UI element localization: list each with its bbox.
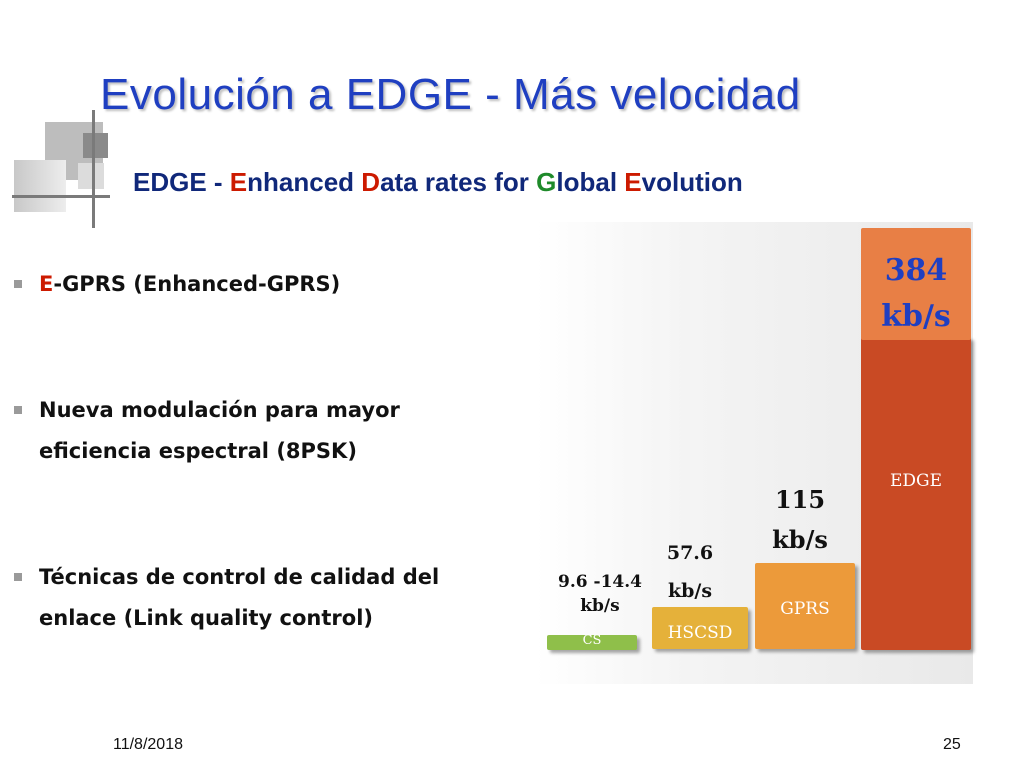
value-number: 115 <box>774 485 826 514</box>
bullet-line: Nueva modulación para mayor <box>39 398 400 422</box>
bullet-line: enlace (Link quality control) <box>39 606 374 630</box>
value-label: 115 kb/s <box>760 480 840 560</box>
value-unit: kb/s <box>580 596 620 616</box>
bullet-item: Técnicas de control de calidad del enlac… <box>14 557 522 639</box>
bar-label: GPRS <box>780 599 830 619</box>
value-unit: kb/s <box>881 299 951 334</box>
value-number: 9.6 -14.4 <box>558 572 642 592</box>
bar-edge-cap <box>861 228 971 340</box>
value-number: 384 <box>884 253 948 288</box>
value-label: 384 kb/s <box>861 248 971 340</box>
bullet-text: Técnicas de control de calidad del enlac… <box>39 557 529 639</box>
subtitle-part: EDGE - <box>133 167 230 197</box>
slide-title: Evolución a EDGE - Más velocidad <box>100 70 801 119</box>
bullet-item: E-GPRS (Enhanced-GPRS) <box>14 264 522 305</box>
decorative-square <box>83 133 108 158</box>
subtitle-part: lobal <box>556 167 625 197</box>
decorative-line <box>92 110 95 228</box>
bar-label: EDGE <box>889 471 943 491</box>
bar-label: CS <box>582 633 602 648</box>
value-unit: kb/s <box>772 525 828 554</box>
bar-cs: CS <box>547 633 637 650</box>
bullet-text-rest: -GPRS (Enhanced-GPRS) <box>53 272 341 296</box>
bullet-item: Nueva modulación para mayor eficiencia e… <box>14 390 522 472</box>
bar-hscsd: HSCSD <box>652 607 748 649</box>
bullet-lead: E <box>39 272 54 296</box>
subtitle-initial-e: E <box>624 167 642 197</box>
decorative-line <box>12 195 110 198</box>
bullet-text: E-GPRS (Enhanced-GPRS) <box>39 264 529 305</box>
bullet-line: Técnicas de control de calidad del <box>39 565 440 589</box>
subtitle-initial-g: G <box>536 167 557 197</box>
subtitle-initial-e: E <box>229 167 248 197</box>
value-number: 57.6 <box>666 542 714 564</box>
footer-date: 11/8/2018 <box>113 736 183 753</box>
bullet-line: eficiencia espectral (8PSK) <box>39 439 357 463</box>
bullet-marker <box>14 573 22 581</box>
subtitle-part: nhanced <box>247 167 362 197</box>
value-unit: kb/s <box>667 580 713 602</box>
speed-chart: CS 9.6 -14.4 kb/s HSCSD 57.6 kb/s GPRS 1… <box>535 222 973 684</box>
bar-edge: EDGE <box>861 337 971 650</box>
subtitle-part: ata rates for <box>380 167 537 197</box>
bar-label: HSCSD <box>667 623 733 643</box>
slide-subtitle: EDGE - Enhanced Data rates for Global Ev… <box>133 167 743 198</box>
value-label: 9.6 -14.4 kb/s <box>550 570 650 618</box>
bullet-text: Nueva modulación para mayor eficiencia e… <box>39 390 529 472</box>
decorative-square <box>14 160 66 212</box>
value-label: 57.6 kb/s <box>645 534 735 610</box>
bullet-marker <box>14 280 22 288</box>
bar-gprs: GPRS <box>755 563 855 649</box>
footer-page-number: 25 <box>943 736 961 753</box>
subtitle-part: volution <box>641 167 743 197</box>
decorative-square <box>78 163 104 189</box>
subtitle-initial-d: D <box>361 167 381 197</box>
bullet-marker <box>14 406 22 414</box>
